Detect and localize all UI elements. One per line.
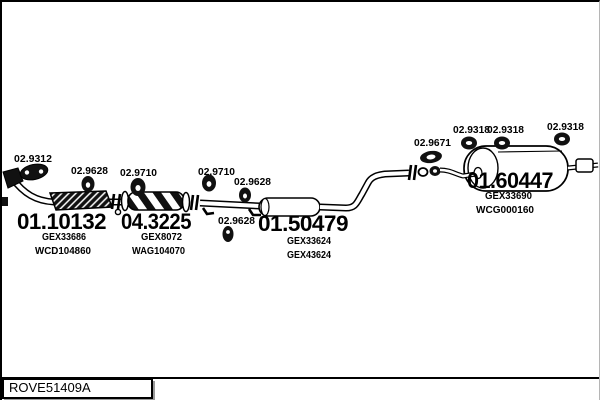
rubber-mount-icon — [554, 132, 570, 146]
small-part-label: 02.9628 — [234, 177, 271, 188]
part-number[interactable]: 04.3225 — [121, 209, 192, 234]
small-part-label: 02.9671 — [414, 138, 451, 149]
cat-outlet-flange — [189, 194, 215, 216]
rubber-mount-icon — [239, 187, 251, 203]
reference-code-box: ROVE51409A — [2, 379, 153, 399]
part-block-rear-silencer: 01.60447 GEX33690 WCG000160 — [467, 168, 554, 216]
part-block-middle-silencer: 01.50479 GEX33624 GEX43624 — [258, 211, 349, 261]
exhaust-gasket-icon — [420, 150, 442, 164]
rear-joint — [407, 164, 441, 181]
front-silencer — [48, 190, 114, 211]
small-part-label: 02.9318 — [547, 122, 584, 133]
rubber-grommet-icon — [222, 226, 234, 242]
tailpipe-tip — [575, 158, 594, 173]
oem-ref: GEX33690 — [485, 191, 532, 202]
small-part-label: 02.9628 — [218, 216, 255, 227]
tailpipe — [567, 158, 599, 173]
front-flange-bolt — [2, 197, 8, 206]
exhaust-diagram: 02.9312 02.9628 02.9710 02.9710 02.9628 … — [2, 122, 599, 261]
rubber-mount-icon — [461, 136, 477, 150]
part-number[interactable]: 01.10132 — [17, 209, 107, 234]
s-bend-pipe — [319, 169, 410, 212]
oem-ref: WCD104860 — [35, 246, 91, 257]
oem-ref: GEX33624 — [287, 236, 331, 247]
footer-divider — [2, 377, 599, 379]
oem-ref: GEX8072 — [141, 232, 182, 243]
oem-ref: WAG104070 — [132, 246, 185, 257]
small-part-label: 02.9710 — [198, 167, 235, 178]
small-part-label: 02.9312 — [14, 154, 52, 165]
joint-gasket — [417, 167, 429, 177]
part-block-front-pipe: 01.10132 GEX33686 WCD104860 — [17, 209, 107, 257]
rubber-mount-icon — [202, 174, 216, 192]
part-number[interactable]: 01.50479 — [258, 211, 349, 236]
oem-ref: WCG000160 — [476, 205, 534, 216]
catalytic-converter — [120, 190, 191, 213]
oem-ref: GEX43624 — [287, 250, 331, 261]
reference-code: ROVE51409A — [9, 380, 91, 395]
rear-inlet-pipe — [439, 166, 483, 180]
rubber-mount-icon — [494, 136, 510, 150]
small-part-label: 02.9318 — [487, 125, 524, 136]
middle-pipe — [199, 199, 261, 217]
oem-ref: GEX33686 — [42, 232, 86, 243]
middle-silencer — [258, 197, 321, 217]
rubber-mount-icon — [81, 176, 95, 192]
rubber-mount-icon — [130, 178, 146, 196]
front-flange — [2, 167, 24, 189]
small-part-label: 02.9628 — [71, 166, 108, 177]
hanger-bracket — [247, 208, 261, 217]
part-number[interactable]: 01.60447 — [467, 168, 554, 193]
part-block-catalyst: 04.3225 GEX8072 WAG104070 — [121, 209, 192, 257]
small-part-label: 02.9318 — [453, 125, 490, 136]
front-joint-flange — [110, 193, 122, 216]
clamp-icon — [429, 166, 441, 176]
flange-gasket-icon — [19, 163, 49, 181]
small-part-label: 02.9710 — [120, 168, 157, 179]
